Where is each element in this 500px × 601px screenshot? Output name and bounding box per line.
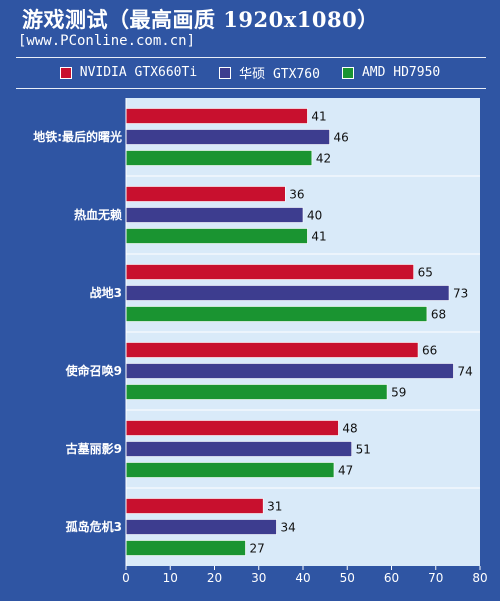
data-label: 68	[431, 308, 446, 322]
bar	[125, 264, 414, 280]
x-tick-label: 70	[428, 571, 443, 585]
bar	[125, 384, 388, 400]
bar	[125, 342, 419, 358]
bar	[125, 129, 330, 145]
category-label: 战地3	[90, 285, 122, 300]
x-tick-label: 10	[163, 571, 178, 585]
data-label: 27	[249, 542, 264, 556]
bar	[125, 150, 313, 166]
category-label: 地铁:最后的曙光	[33, 129, 122, 144]
data-label: 73	[453, 287, 468, 301]
legend-item-0: NVIDIA GTX660Ti	[59, 63, 198, 82]
data-label: 51	[356, 443, 371, 457]
category-label: 孤岛危机3	[66, 519, 122, 534]
bar	[125, 108, 308, 124]
x-tick-label: 80	[472, 571, 487, 585]
bar	[125, 207, 304, 223]
x-tick-label: 30	[251, 571, 266, 585]
legend-label-1: 华硕 GTX760	[239, 67, 320, 82]
data-label: 42	[316, 152, 331, 166]
legend-swatch-1	[219, 66, 232, 79]
data-label: 41	[311, 110, 326, 124]
bar	[125, 540, 246, 556]
data-label: 59	[391, 386, 406, 400]
legend-item-1: 华硕 GTX760	[219, 63, 320, 82]
chart-title: 游戏测试（最高画质 1920x1080）	[22, 7, 379, 32]
data-label: 31	[267, 500, 282, 514]
category-label: 使命召唤9	[65, 363, 122, 378]
legend-swatch-2	[341, 66, 354, 79]
bar	[125, 306, 428, 322]
bar	[125, 420, 339, 436]
x-tick-label: 50	[340, 571, 355, 585]
source-url: [www.PConline.com.cn]	[18, 33, 196, 49]
bar	[125, 519, 277, 535]
data-label: 66	[422, 344, 437, 358]
legend-label-0: NVIDIA GTX660Ti	[79, 65, 198, 80]
divider-legend	[16, 88, 486, 89]
data-label: 34	[280, 521, 295, 535]
bar	[125, 186, 286, 202]
bar	[125, 462, 335, 478]
legend-item-2: AMD HD7950	[341, 63, 441, 82]
x-tick-label: 40	[295, 571, 310, 585]
data-label: 41	[311, 230, 326, 244]
legend-label-2: AMD HD7950	[361, 65, 441, 80]
category-label: 热血无赖	[74, 207, 122, 222]
category-label: 古墓丽影9	[66, 441, 122, 456]
bar	[125, 228, 308, 244]
data-label: 74	[457, 365, 472, 379]
bar	[125, 285, 450, 301]
legend-swatch-0	[59, 66, 72, 79]
data-label: 47	[338, 464, 353, 478]
bar	[125, 498, 264, 514]
x-tick-label: 20	[207, 571, 222, 585]
data-label: 36	[289, 188, 304, 202]
bar	[125, 363, 454, 379]
data-label: 46	[334, 131, 349, 145]
data-label: 40	[307, 209, 322, 223]
data-label: 65	[418, 266, 433, 280]
bar	[125, 441, 352, 457]
divider-top	[16, 57, 486, 58]
x-tick-label: 0	[122, 571, 130, 585]
data-label: 48	[342, 422, 357, 436]
x-tick-label: 60	[384, 571, 399, 585]
legend: NVIDIA GTX660Ti 华硕 GTX760 AMD HD7950	[0, 63, 500, 82]
